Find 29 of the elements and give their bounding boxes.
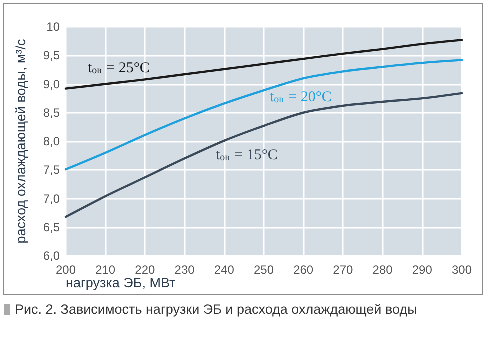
text: Рис. 2. Зависимость нагрузки ЭБ и расхода охлаждающей воды [15, 302, 418, 317]
x-tick-label: 230 [174, 263, 196, 277]
x-tick-label: 300 [452, 263, 472, 277]
y-tick-label: 8,0 [43, 134, 60, 148]
x-tick-label: 210 [96, 263, 116, 277]
y-tick-label: 6,0 [43, 249, 60, 263]
x-axis-title: нагрузка ЭБ, МВт [66, 276, 176, 290]
line-series [64, 39, 464, 90]
annotation: tов = 25°C [88, 60, 150, 76]
y-axis-title: расход охлаждающей воды, м³/с [14, 38, 28, 244]
annotation: tов = 20°C [270, 90, 332, 106]
x-tick-label: 200 [56, 263, 76, 277]
annotation: tов = 15°C [216, 148, 278, 164]
x-tick-label: 240 [214, 263, 235, 277]
y-tick-label: 7,0 [43, 192, 60, 206]
x-tick-label: 270 [333, 263, 354, 277]
y-tick-label: 6,5 [43, 220, 60, 234]
x-tick-label: 250 [254, 263, 274, 277]
y-tick-label: 8,5 [43, 106, 60, 120]
line-series [64, 59, 464, 171]
line-series [64, 92, 464, 218]
y-tick-label: 9,0 [43, 77, 60, 92]
y-tick-label: 7,5 [43, 163, 60, 178]
y-tick-label: 10 [46, 20, 60, 34]
y-tick-label: 9,5 [43, 48, 60, 63]
x-tick-label: 220 [135, 263, 156, 277]
x-tick-label: 260 [294, 263, 314, 277]
x-tick-label: 290 [412, 263, 433, 277]
x-tick-label: 280 [372, 263, 394, 277]
